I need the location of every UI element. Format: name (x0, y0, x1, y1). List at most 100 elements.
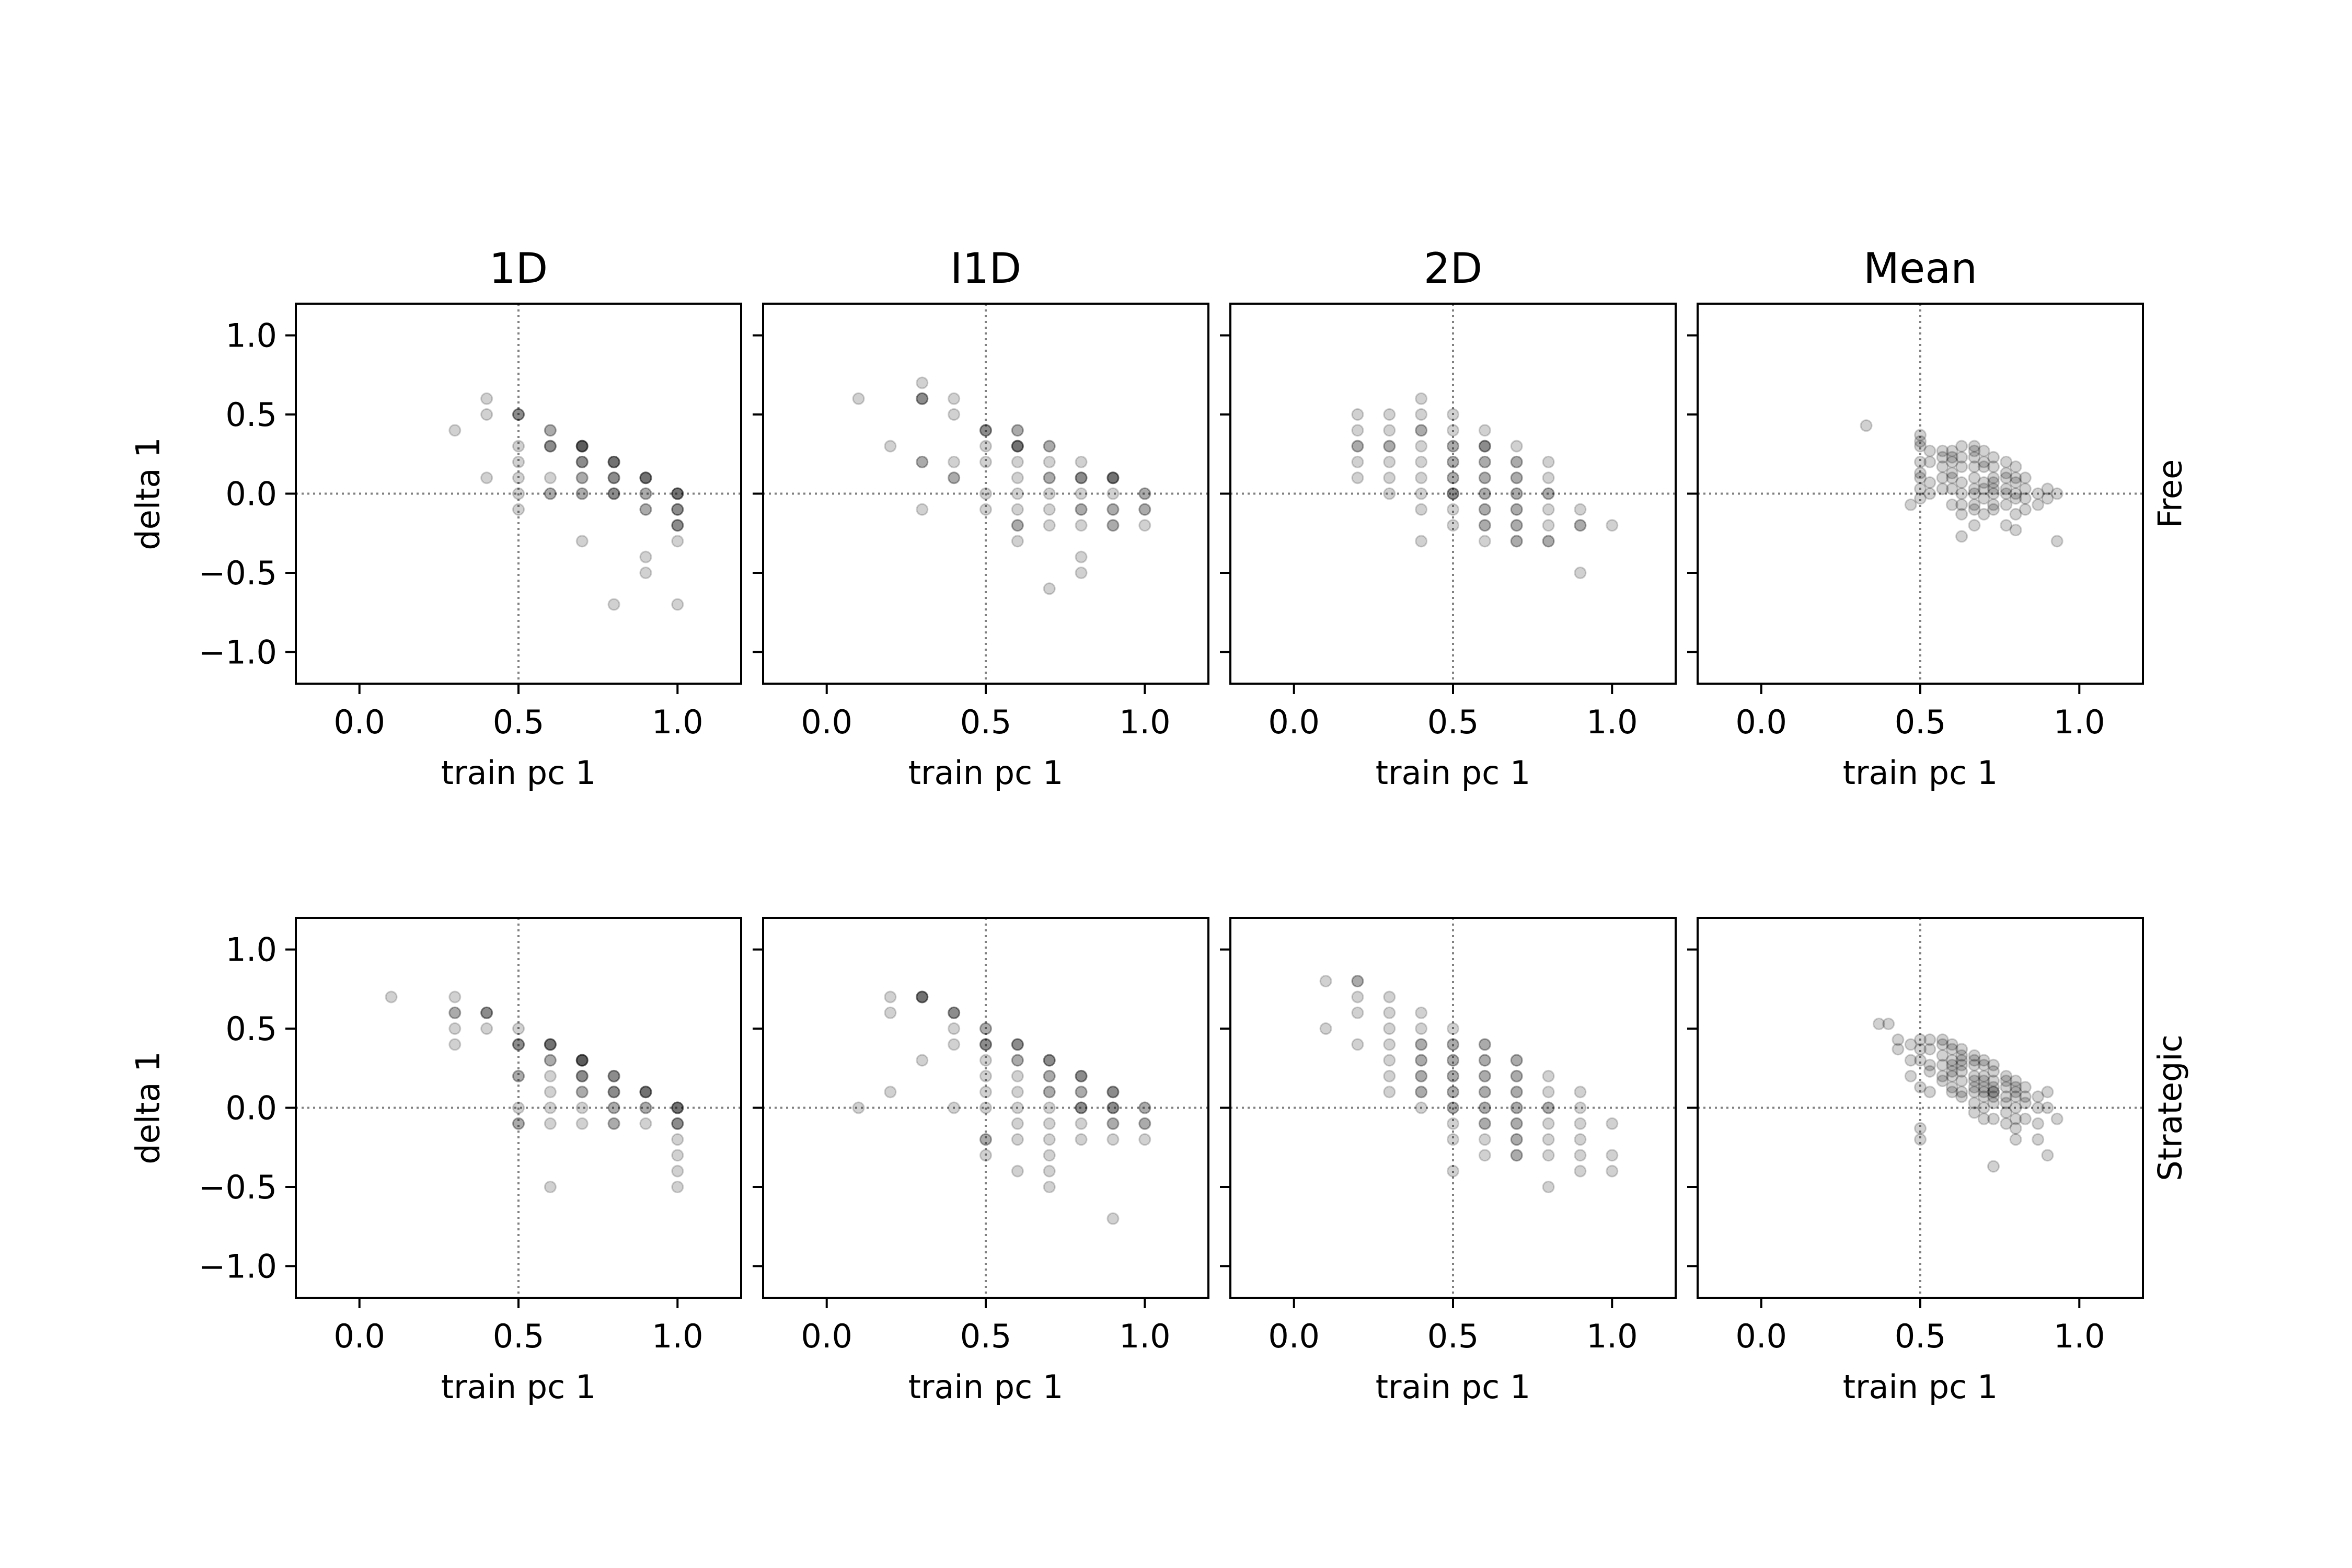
data-point (948, 455, 961, 468)
data-point (1987, 476, 2000, 489)
data-point (1936, 1069, 1949, 1082)
data-point (1415, 535, 1428, 548)
data-point (1383, 990, 1396, 1004)
data-point (1011, 1038, 1024, 1051)
y-tick-label: 0.5 (225, 1010, 277, 1048)
data-point (979, 1054, 992, 1067)
data-point (1510, 1069, 1523, 1082)
data-point (1892, 1033, 1905, 1046)
data-point (1138, 487, 1151, 500)
data-point (1075, 455, 1088, 468)
data-point (1542, 519, 1555, 532)
data-point (1955, 530, 1968, 543)
data-point (1011, 1165, 1024, 1178)
data-point (1011, 503, 1024, 516)
data-point (948, 1006, 961, 1019)
data-point (2009, 524, 2022, 537)
data-point (639, 471, 652, 485)
data-point (1478, 519, 1491, 532)
data-point (1106, 1117, 1120, 1130)
data-point (1510, 535, 1523, 548)
data-point (1542, 455, 1555, 468)
data-point (1945, 1081, 1958, 1094)
data-point (1945, 1054, 1958, 1067)
data-point (1892, 1043, 1905, 1056)
data-point (1955, 498, 1968, 511)
data-point (1914, 429, 1927, 442)
data-point (575, 440, 589, 453)
data-point (1415, 1101, 1428, 1114)
data-point (1106, 1212, 1120, 1225)
data-point (1415, 503, 1428, 516)
data-point (1383, 1069, 1396, 1082)
data-point (2000, 1106, 2013, 1119)
data-point (1510, 455, 1523, 468)
data-point (1138, 503, 1151, 516)
data-point (671, 503, 684, 516)
data-point (544, 1101, 557, 1114)
data-point (1478, 503, 1491, 516)
data-point (1923, 455, 1936, 468)
data-point (1043, 1054, 1056, 1067)
data-point (512, 408, 525, 421)
x-tick-label: 0.5 (960, 1317, 1012, 1355)
data-point (948, 471, 961, 485)
data-point (1106, 471, 1120, 485)
data-point (448, 1006, 462, 1019)
data-point (1945, 498, 1958, 511)
data-point (1106, 1086, 1120, 1099)
data-point (1542, 1149, 1555, 1162)
data-point (1574, 1165, 1587, 1178)
data-point (1977, 444, 1990, 457)
data-point (1383, 471, 1396, 485)
data-point (1574, 519, 1587, 532)
data-point (1977, 476, 1990, 489)
data-point (1011, 519, 1024, 532)
data-point (2009, 487, 2022, 500)
data-point (1383, 1086, 1396, 1099)
data-point (1510, 1101, 1523, 1114)
data-point (671, 1180, 684, 1193)
data-point (916, 455, 929, 468)
data-point (1415, 1038, 1428, 1051)
data-point (1478, 1069, 1491, 1082)
data-point (575, 1054, 589, 1067)
data-point (1945, 455, 1958, 468)
data-point (1968, 1097, 1981, 1110)
data-point (2009, 1122, 2022, 1135)
data-point (2000, 487, 2013, 500)
data-point (1351, 471, 1364, 485)
data-point (544, 424, 557, 437)
data-point (1075, 487, 1088, 500)
data-point (1075, 519, 1088, 532)
data-point (1415, 1038, 1428, 1051)
data-point (1383, 408, 1396, 421)
data-point (1945, 467, 1958, 480)
data-point (1914, 1043, 1927, 1056)
data-point (2000, 1081, 2013, 1094)
data-point (512, 1117, 525, 1130)
data-point (948, 1101, 961, 1114)
data-point (1968, 487, 1981, 500)
data-point (1075, 1086, 1088, 1099)
data-point (671, 1117, 684, 1130)
x-axis-label: train pc 1 (441, 754, 596, 792)
data-point (1043, 440, 1056, 453)
data-point (1043, 1149, 1056, 1162)
data-point (480, 408, 493, 421)
data-point (1043, 471, 1056, 485)
data-point (2000, 467, 2013, 480)
data-point (1574, 519, 1587, 532)
data-point (607, 471, 620, 485)
data-point (1043, 1086, 1056, 1099)
data-point (671, 1149, 684, 1162)
data-point (512, 408, 525, 421)
data-point (2000, 498, 2013, 511)
data-point (671, 1101, 684, 1114)
data-point (1383, 1054, 1396, 1067)
data-point (639, 503, 652, 516)
data-point (979, 487, 992, 500)
data-point (1106, 519, 1120, 532)
data-point (1447, 1054, 1459, 1067)
data-point (1075, 1101, 1088, 1114)
